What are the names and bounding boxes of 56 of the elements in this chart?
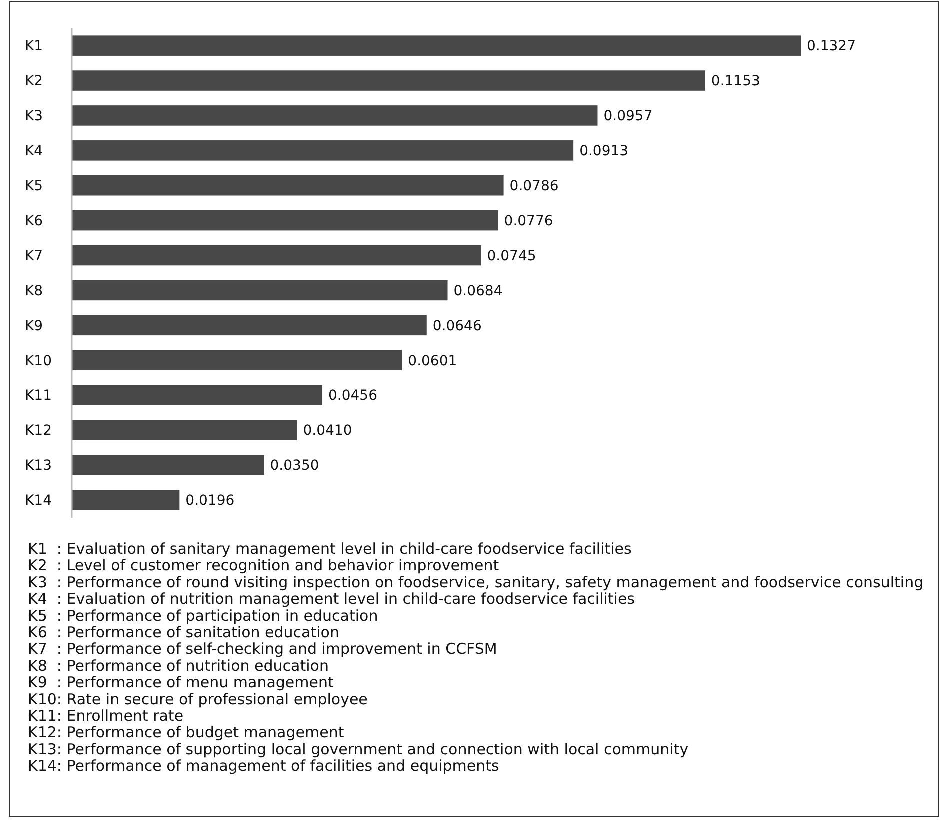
data-label: 0.0196 (186, 493, 235, 510)
bar (72, 385, 323, 406)
y-tick-label: K7 (25, 248, 44, 264)
y-tick-label: K12 (25, 423, 52, 440)
data-label: 0.0957 (604, 108, 653, 125)
data-label: 0.0350 (270, 458, 320, 474)
y-tick-label: K2 (25, 74, 44, 90)
text: K8 : Performance of nutrition education (28, 656, 329, 675)
text: K14: Performance of management of facilities and equipments (28, 757, 500, 776)
data-label: 0.0601 (408, 353, 458, 370)
bar (72, 140, 574, 161)
bar (72, 36, 801, 56)
y-tick-label: K6 (25, 213, 44, 230)
y-tick-label: K4 (25, 144, 44, 160)
data-label: 0.0410 (303, 423, 352, 440)
bar (72, 315, 427, 336)
bar (72, 455, 264, 476)
data-label: 0.1153 (711, 74, 760, 90)
bar (72, 490, 180, 510)
data-label: 0.0786 (510, 178, 559, 195)
bar (72, 210, 498, 231)
data-label: 0.0684 (454, 283, 503, 300)
y-tick-label: K3 (25, 108, 44, 125)
data-label: 0.0913 (580, 144, 629, 160)
text: K13: Performance of supporting local government and connection with local community (28, 740, 689, 758)
bar (72, 420, 298, 440)
bar (72, 350, 402, 371)
text: K2 : Level of customer recognition and behavior improvement (28, 556, 500, 575)
y-tick-label: K9 (25, 318, 44, 334)
y-tick-label: K10 (25, 353, 52, 370)
text: K3 : Performance of round visiting inspection on foodservice, sanitary, safety management and foodservice consulting (28, 573, 924, 592)
y-tick-label: K14 (25, 493, 52, 510)
data-label: 0.0745 (487, 248, 536, 264)
bar (72, 175, 504, 196)
y-tick-label: K8 (25, 283, 44, 300)
text: K10: Rate in secure of professional employee (28, 690, 368, 708)
text: K12: Performance of budget management (28, 724, 344, 742)
y-tick-label: K13 (25, 458, 52, 474)
bar (72, 280, 448, 301)
bar (72, 106, 598, 126)
text: K9 : Performance of menu management (28, 674, 334, 692)
bar (72, 245, 482, 266)
data-label: 0.0456 (328, 388, 378, 404)
data-label: 0.0776 (504, 213, 554, 230)
data-label: 0.1327 (807, 38, 856, 55)
text: K11: Enrollment rate (28, 707, 184, 725)
y-tick-label: K1 (25, 38, 44, 55)
text: K7 : Performance of self-checking and improvement in CCFSM (28, 640, 498, 658)
text: K4 : Evaluation of nutrition management level in child-care foodservice facilities (28, 590, 636, 608)
text: K6 : Performance of sanitation education (28, 624, 340, 642)
text: K1 : Evaluation of sanitary management level in child-care foodservice facilities (28, 540, 632, 558)
bar (72, 70, 706, 91)
text: K5 : Performance of participation in education (28, 606, 378, 625)
y-tick-label: K11 (25, 388, 52, 404)
y-tick-label: K5 (25, 178, 44, 195)
data-label: 0.0646 (432, 318, 482, 334)
